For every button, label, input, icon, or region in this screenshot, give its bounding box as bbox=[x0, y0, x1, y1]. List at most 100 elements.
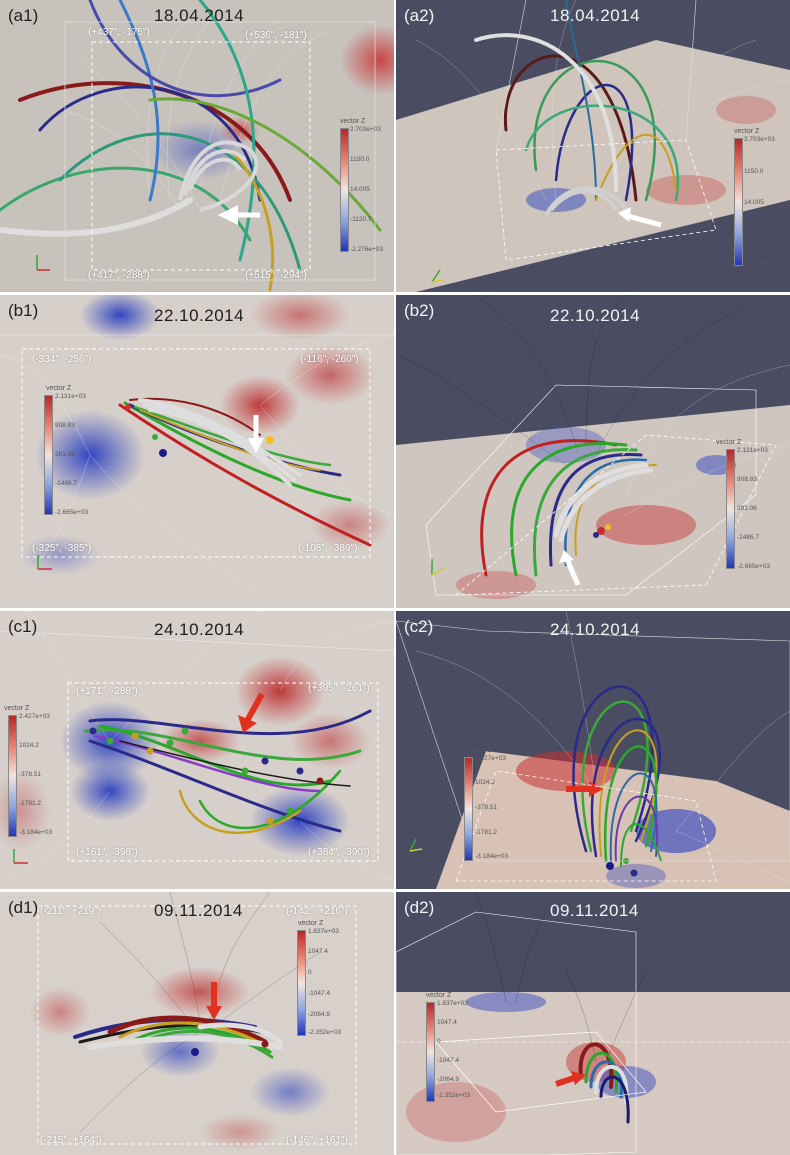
colorbar bbox=[464, 757, 473, 861]
colorbar-title: vector Z bbox=[426, 992, 452, 999]
corner-coord-br: (+384", -390") bbox=[308, 847, 370, 858]
panel-b2: (b2) 22.10.2014 vector Z 2.131e+03 908.8… bbox=[396, 295, 790, 608]
corner-coord-tr: (-142", +216") bbox=[286, 906, 348, 917]
observation-date: 22.10.2014 bbox=[550, 306, 641, 325]
panel-d1: (d1) 09.11.2014 (-211", +219") (-142", +… bbox=[0, 892, 394, 1155]
panel-label: (c2) bbox=[404, 617, 434, 636]
colorbar-tick: -2.276e+03 bbox=[744, 260, 778, 267]
colorbar bbox=[734, 138, 743, 266]
colorbar-tick: 1047.4 bbox=[437, 1019, 457, 1026]
colorbar-tick: -1781.2 bbox=[19, 800, 42, 807]
magnetogram-field-lines-d1 bbox=[0, 892, 394, 1155]
colorbar-tick: 1047.4 bbox=[308, 948, 328, 955]
colorbar-title: vector Z bbox=[716, 439, 742, 446]
3d-view-d2 bbox=[396, 892, 790, 1155]
colorbar-tick: 14.005 bbox=[350, 186, 370, 193]
colorbar-tick: 2.131e+03 bbox=[55, 393, 86, 400]
panel-label: (c1) bbox=[8, 617, 38, 636]
colorbar-tick: -2.276e+03 bbox=[350, 246, 384, 253]
colorbar-tick: -378.51 bbox=[19, 771, 42, 778]
colorbar-tick: -2.352e+03 bbox=[437, 1092, 471, 1099]
panel-c1: (c1) 24.10.2014 (+171", -288") (+395", -… bbox=[0, 611, 394, 889]
observation-date: 22.10.2014 bbox=[154, 306, 245, 325]
colorbar-tick: -3.184e+03 bbox=[19, 829, 53, 836]
colorbar-tick: -2.352e+03 bbox=[308, 1029, 342, 1036]
corner-coord-br: (-146", +161") bbox=[286, 1135, 348, 1146]
colorbar-tick: -1486.7 bbox=[55, 480, 78, 487]
corner-coord-tl: (-334", -256") bbox=[32, 354, 92, 365]
panel-d2: (d2) 09.11.2014 vector Z 1.837e+03 1047.… bbox=[396, 892, 790, 1155]
corner-coord-tl: (+171", -288") bbox=[76, 686, 138, 697]
corner-coord-br: (+515", -294") bbox=[245, 270, 307, 281]
observation-date: 18.04.2014 bbox=[550, 6, 641, 25]
panel-label: (a2) bbox=[404, 6, 435, 25]
colorbar bbox=[340, 128, 349, 252]
colorbar-tick: -1047.4 bbox=[308, 990, 331, 997]
colorbar bbox=[426, 1002, 435, 1102]
panel-label: (d1) bbox=[8, 898, 39, 917]
colorbar-title: vector Z bbox=[298, 920, 324, 927]
corner-coord-tl: (+437", -175") bbox=[88, 27, 150, 38]
colorbar bbox=[726, 449, 735, 569]
colorbar-tick: -1781.2 bbox=[475, 829, 498, 836]
colorbar-tick: 0 bbox=[308, 969, 312, 976]
magnetogram-field-lines-b1 bbox=[0, 295, 394, 608]
colorbar-tick: -1120.7 bbox=[350, 216, 372, 223]
colorbar-tick: 1024.2 bbox=[475, 779, 495, 786]
colorbar-tick: 0 bbox=[437, 1038, 441, 1045]
corner-coord-tl: (-211", +219") bbox=[40, 906, 102, 917]
corner-coord-bl: (-325", -385") bbox=[32, 543, 92, 554]
magnetogram-field-lines-c1 bbox=[0, 611, 394, 889]
panel-label: (b1) bbox=[8, 301, 39, 320]
colorbar-tick: 281.06 bbox=[55, 451, 75, 458]
panel-label: (b2) bbox=[404, 301, 435, 320]
colorbar-tick: 908.83 bbox=[55, 422, 75, 429]
corner-coord-tr: (+395", -261") bbox=[308, 683, 370, 694]
colorbar-tick: -2.665e+03 bbox=[55, 509, 89, 516]
colorbar-tick: -1486.7 bbox=[737, 534, 760, 541]
colorbar-tick: -2064.9 bbox=[308, 1011, 331, 1018]
panel-b1: (b1) 22.10.2014 (-334", -256") (-116", -… bbox=[0, 295, 394, 608]
colorbar bbox=[297, 930, 306, 1036]
corner-coord-bl: (+161", -398") bbox=[76, 847, 138, 858]
panel-a1: (a1) 18.04.2014 (+437", -175") (+536", -… bbox=[0, 0, 394, 292]
3d-view-b2 bbox=[396, 295, 790, 608]
colorbar-tick: -378.51 bbox=[475, 804, 498, 811]
observation-date: 24.10.2014 bbox=[154, 620, 245, 639]
panel-label: (d2) bbox=[404, 898, 435, 917]
colorbar-tick: 1150.0 bbox=[744, 168, 764, 175]
colorbar-tick: -1120.7 bbox=[744, 230, 766, 237]
panel-c2: (c2) 24.10.2014 vector Z 2.427e+03 1024.… bbox=[396, 611, 790, 889]
3d-view-a2 bbox=[396, 0, 790, 292]
colorbar-tick: -2.665e+03 bbox=[737, 563, 771, 570]
magnetogram-field-lines-a1 bbox=[0, 0, 394, 292]
colorbar bbox=[44, 395, 53, 515]
colorbar-tick: 1.837e+03 bbox=[308, 928, 339, 935]
corner-coord-tr: (-116", -260") bbox=[300, 354, 359, 365]
colorbar-tick: -1047.4 bbox=[437, 1057, 460, 1064]
colorbar-title: vector Z bbox=[466, 747, 492, 754]
colorbar-tick: 2.427e+03 bbox=[19, 713, 50, 720]
colorbar-tick: 1.837e+03 bbox=[437, 1000, 468, 1007]
colorbar-tick: 2.131e+03 bbox=[737, 447, 768, 454]
colorbar-tick: 281.06 bbox=[737, 505, 757, 512]
colorbar-tick: 14.005 bbox=[744, 199, 764, 206]
colorbar-tick: 1150.0 bbox=[350, 156, 370, 163]
colorbar-tick: -3.184e+03 bbox=[475, 853, 509, 860]
corner-coord-bl: (-215", +164") bbox=[40, 1135, 102, 1146]
colorbar-tick: 2.427e+03 bbox=[475, 755, 506, 762]
colorbar-tick: 908.83 bbox=[737, 476, 757, 483]
colorbar-tick: 2.703e+03 bbox=[744, 136, 775, 143]
corner-coord-tr: (+536", -181") bbox=[245, 30, 307, 41]
colorbar-title: vector Z bbox=[4, 705, 30, 712]
colorbar-title: vector Z bbox=[46, 385, 72, 392]
panel-a2: (a2) 18.04.2014 vector Z 2.703e+03 1150.… bbox=[396, 0, 790, 292]
observation-date: 09.11.2014 bbox=[550, 901, 639, 920]
colorbar-title: vector Z bbox=[340, 118, 366, 125]
colorbar-tick: 2.703e+03 bbox=[350, 126, 381, 133]
colorbar bbox=[8, 715, 17, 837]
corner-coord-br: (-108", -389") bbox=[298, 543, 358, 554]
colorbar-title: vector Z bbox=[734, 128, 760, 135]
panel-label: (a1) bbox=[8, 6, 39, 25]
corner-coord-bl: (+417", -288") bbox=[88, 270, 150, 281]
